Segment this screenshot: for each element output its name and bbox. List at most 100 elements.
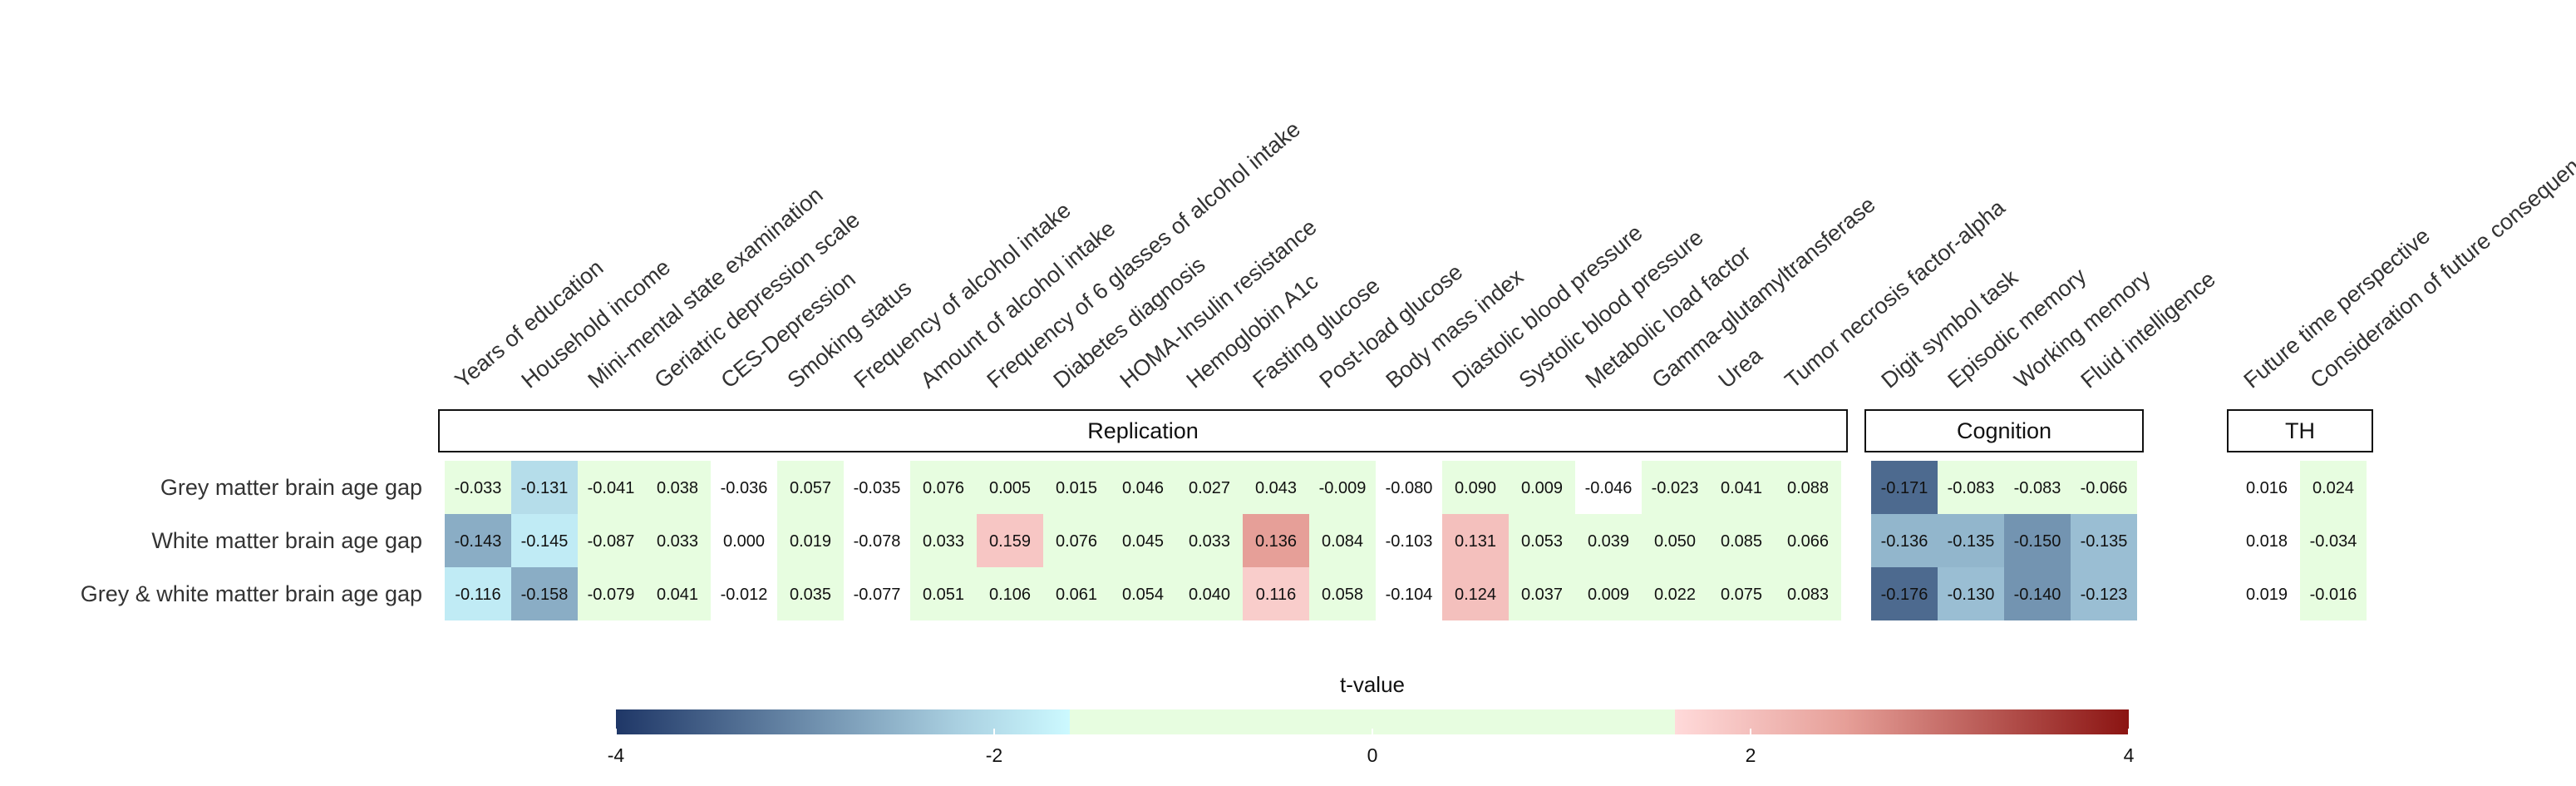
cell-value-label: 0.083 (1787, 586, 1829, 604)
cell-value-label: -0.150 (2014, 532, 2061, 551)
cell-value-label: -0.046 (1585, 479, 1633, 497)
cell-value-label: 0.027 (1189, 479, 1230, 497)
heatmap-cell (1509, 567, 1575, 620)
colorbar-ticks: -4 -2 0 2 4 (608, 729, 2135, 766)
cell-value-label: -0.077 (854, 586, 901, 604)
facet-strips: Replication Cognition TH (438, 409, 2373, 452)
heatmap-cell (2300, 461, 2367, 514)
cell-value-label: 0.066 (1787, 532, 1829, 551)
cell-value-label: -0.145 (521, 532, 569, 551)
column-label-urea: Urea (1714, 342, 1768, 393)
heatmap-cell (2004, 514, 2071, 567)
facet-strip-th (2227, 409, 2373, 452)
cell-value-label: 0.041 (657, 586, 698, 604)
facet-label-th: TH (2285, 418, 2315, 443)
heatmap-cell (1243, 461, 1309, 514)
heatmap-cell (844, 461, 910, 514)
heatmap-cell (578, 461, 644, 514)
cell-value-label: 0.054 (1122, 586, 1164, 604)
cell-value-label: 0.009 (1521, 479, 1563, 497)
heatmap-cell (511, 514, 578, 567)
facet-label-cognition: Cognition (1957, 418, 2051, 443)
heatmap-cell (2071, 514, 2137, 567)
heatmap-cell (910, 514, 977, 567)
heatmap-cell (1376, 514, 1442, 567)
heatmap-cell (1938, 461, 2004, 514)
heatmap-cell (1176, 567, 1243, 620)
cell-value-label: 0.131 (1455, 532, 1496, 551)
cell-value-label: 0.038 (657, 479, 698, 497)
cell-value-label: 0.015 (1056, 479, 1097, 497)
heatmap-cell (977, 567, 1043, 620)
heatmap-cell (711, 567, 777, 620)
cell-value-label: 0.085 (1721, 532, 1762, 551)
cell-value-label: 0.033 (923, 532, 964, 551)
heatmap-cell (977, 514, 1043, 567)
cell-value-label: -0.035 (854, 479, 901, 497)
cell-value-label: -0.016 (2310, 586, 2357, 604)
heatmap-cell (711, 461, 777, 514)
heatmap-cell (1442, 567, 1509, 620)
heatmap-cell (511, 567, 578, 620)
cell-value-label: -0.066 (2081, 479, 2128, 497)
heatmap-cell (644, 461, 711, 514)
row-label-white-matter-brain-age-gap: White matter brain age gap (151, 528, 422, 553)
heatmap-cell (910, 567, 977, 620)
heatmap-cell (2004, 461, 2071, 514)
heatmap-cell (711, 514, 777, 567)
colorbar-tick-label: -2 (986, 744, 1002, 766)
colorbar-tick-label: -4 (608, 744, 625, 766)
heatmap-cell (2071, 567, 2137, 620)
cell-value-label: 0.024 (2312, 479, 2354, 497)
facet-label-replication: Replication (1087, 418, 1199, 443)
row-labels: Grey matter brain age gap White matter br… (81, 475, 422, 606)
cell-value-label: 0.035 (790, 586, 831, 604)
heatmap-cell (2234, 567, 2300, 620)
cell-value-label: -0.136 (1881, 532, 1928, 551)
cell-value-label: -0.041 (588, 479, 635, 497)
cell-value-label: 0.124 (1455, 586, 1496, 604)
row-label-grey-matter-brain-age-gap: Grey matter brain age gap (160, 475, 422, 500)
heatmap-cells: -0.033 -0.143 -0.116 -0.131 -0.145 -0.158 -0.0… (445, 461, 2367, 620)
heatmap-cell (1871, 514, 1938, 567)
heatmap-cell (1376, 461, 1442, 514)
cell-value-label: 0.043 (1255, 479, 1297, 497)
cell-value-label: -0.104 (1386, 586, 1433, 604)
heatmap-cell (511, 461, 578, 514)
cell-value-label: 0.039 (1588, 532, 1629, 551)
heatmap-cell (1043, 461, 1110, 514)
heatmap-cell (1243, 514, 1309, 567)
heatmap-cell (445, 567, 511, 620)
heatmap-cell (2234, 461, 2300, 514)
heatmap-cell (2004, 567, 2071, 620)
cell-value-label: 0.019 (2246, 586, 2288, 604)
cell-value-label: 0.045 (1122, 532, 1164, 551)
cell-value-label: -0.078 (854, 532, 901, 551)
heatmap-cell (644, 514, 711, 567)
cell-value-label: -0.131 (521, 479, 569, 497)
cell-value-label: -0.130 (1948, 586, 1995, 604)
cell-value-label: 0.005 (989, 479, 1031, 497)
cell-value-label: -0.079 (588, 586, 635, 604)
cell-value-label: 0.016 (2246, 479, 2288, 497)
heatmap-cell (1642, 514, 1708, 567)
heatmap-cell (1176, 461, 1243, 514)
heatmap-cell (1708, 514, 1775, 567)
cell-value-label: 0.037 (1521, 586, 1563, 604)
cell-value-label: 0.041 (1721, 479, 1762, 497)
cell-value-label: -0.116 (455, 586, 500, 604)
heatmap-cell (2234, 514, 2300, 567)
cell-value-label: -0.080 (1386, 479, 1433, 497)
heatmap-cell (1871, 461, 1938, 514)
column-label-consideration-of-future-consequences: Consideration of future consequences (2306, 131, 2576, 393)
heatmap-cell (1043, 514, 1110, 567)
heatmap-cell (2300, 514, 2367, 567)
heatmap-cell (1938, 514, 2004, 567)
heatmap-cell (1775, 461, 1841, 514)
heatmap-cell (1309, 567, 1376, 620)
heatmap-cell (445, 514, 511, 567)
cell-value-label: 0.019 (790, 532, 831, 551)
cell-value-label: 0.046 (1122, 479, 1164, 497)
cell-value-label: 0.033 (657, 532, 698, 551)
